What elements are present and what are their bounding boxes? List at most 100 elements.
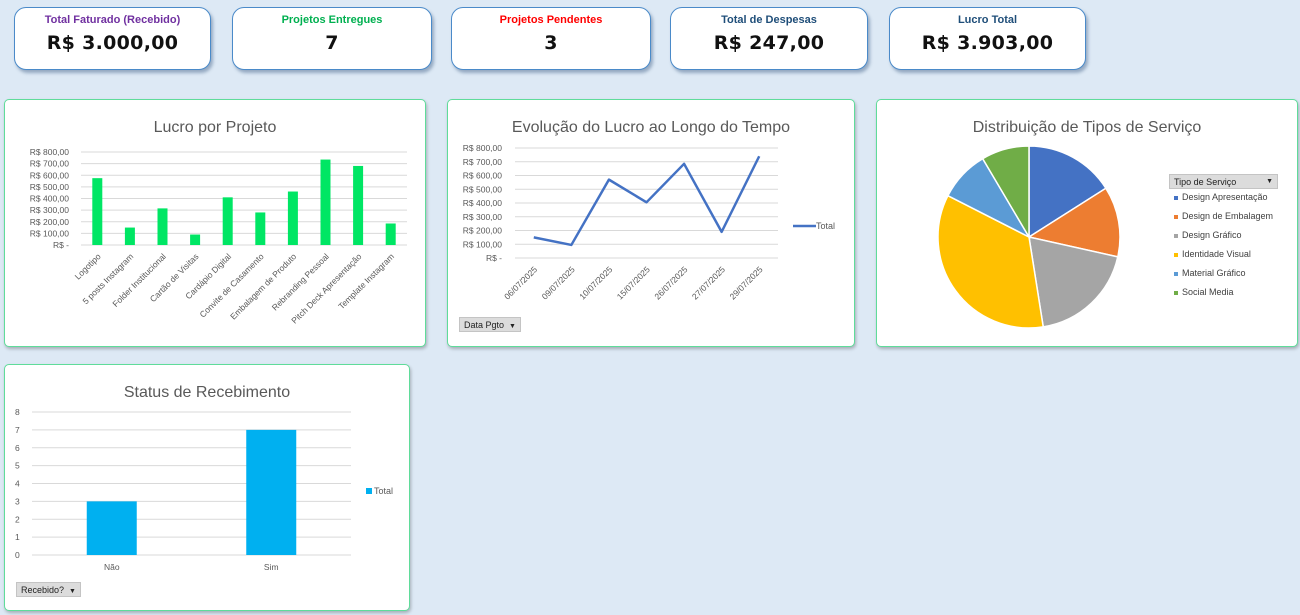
y-tick-label: R$ 400,00 (463, 198, 502, 208)
y-tick-label: R$ 800,00 (463, 143, 502, 153)
bar (320, 159, 331, 245)
bar (385, 223, 396, 245)
bar (222, 197, 233, 245)
kpi-label: Lucro Total (957, 14, 1018, 26)
pie-slice (981, 145, 1030, 240)
chart-title: Status de Recebimento (123, 384, 291, 401)
y-tick-label: R$ 600,00 (30, 170, 69, 180)
line-chart-plot: R$ - R$ 100,00 R$ 200,00 R$ 300,00 R$ 400,00… (463, 143, 835, 301)
bar (246, 429, 297, 555)
data-pgto-filter-button[interactable]: Data Pgto ▼ (459, 317, 521, 332)
bar (124, 227, 135, 245)
dropdown-arrow-icon: ▼ (1266, 178, 1273, 185)
legend-swatch (1174, 195, 1178, 200)
y-tick-label: R$ 500,00 (463, 184, 502, 194)
chart-status-recebimento[interactable]: Status de Recebimento 0 1 2 3 4 5 6 7 8 Não Sim Tot… (4, 364, 410, 611)
kpi-label: Projetos Entregues (281, 14, 383, 26)
kpi-total-despesas: Total de Despesas R$ 247,00 (670, 7, 868, 70)
bar (92, 178, 103, 245)
y-tick-label: R$ 500,00 (30, 182, 69, 192)
legend-label: Design Apresentação (1182, 192, 1268, 202)
pie-slice (1028, 236, 1119, 328)
legend-swatch (1174, 290, 1178, 295)
chart-title: Distribuição de Tipos de Serviço (972, 119, 1202, 136)
legend-label: Material Gráfico (1182, 268, 1246, 278)
kpi-value: 7 (325, 32, 339, 54)
kpi-label: Projetos Pendentes (499, 14, 603, 26)
y-tick-label: R$ 700,00 (30, 159, 69, 169)
status-bar-plot: 0 1 2 3 4 5 6 7 8 Não Sim Total (15, 407, 393, 572)
x-tick-label: Convite de Casamento (198, 251, 266, 319)
x-tick-label: 27/07/2025 (690, 264, 727, 301)
y-tick-label: R$ 100,00 (463, 239, 502, 249)
x-tick-label: Não (104, 562, 120, 572)
pie-slice (1028, 145, 1107, 239)
pie-chart-plot (937, 145, 1121, 329)
legend-item: Design de Embalagem (1174, 211, 1273, 221)
line-series (533, 155, 761, 247)
y-tick-label: 5 (15, 461, 20, 471)
chart-title: Evolução do Lucro ao Longo do Tempo (511, 119, 791, 136)
y-tick-label: 8 (15, 407, 20, 417)
bar (255, 212, 266, 245)
y-tick-label: R$ - (53, 240, 69, 250)
y-tick-label: 7 (15, 425, 20, 435)
y-tick-label: 6 (15, 443, 20, 453)
kpi-total-faturado: Total Faturado (Recebido) R$ 3.000,00 (14, 7, 211, 70)
legend-label: Total (816, 221, 835, 231)
y-tick-label: 2 (15, 514, 20, 524)
legend-label: Design Gráfico (1182, 230, 1242, 240)
filter-label: Tipo de Serviço (1174, 177, 1237, 187)
tipo-servico-filter-button[interactable]: Tipo de Serviço ▼ (1169, 174, 1278, 189)
kpi-value: R$ 3.000,00 (46, 32, 179, 54)
x-tick-label: 15/07/2025 (615, 264, 652, 301)
y-tick-label: 1 (15, 532, 20, 542)
kpi-value: R$ 3.903,00 (921, 32, 1054, 54)
y-tick-label: 3 (15, 496, 20, 506)
legend-item: Material Gráfico (1174, 268, 1246, 278)
y-tick-label: 0 (15, 550, 20, 560)
bar-chart-plot: R$ - R$ 100,00R$ 200,00 R$ 300,00R$ 400,00… (30, 147, 407, 326)
dropdown-arrow-icon: ▼ (509, 323, 516, 330)
y-tick-label: R$ - (486, 253, 502, 263)
chart-evolucao-lucro[interactable]: Evolução do Lucro ao Longo do Tempo R$ -… (447, 99, 855, 347)
y-tick-label: R$ 200,00 (463, 226, 502, 236)
chart-distribuicao-servicos[interactable]: Distribuição de Tipos de Serviço Tipo de… (876, 99, 1298, 347)
kpi-label: Total de Despesas (721, 14, 817, 26)
y-tick-label: R$ 300,00 (30, 205, 69, 215)
kpi-projetos-pendentes: Projetos Pendentes 3 (451, 7, 651, 70)
chart-title: Lucro por Projeto (153, 119, 277, 136)
legend-swatch (1174, 233, 1178, 238)
y-tick-label: R$ 700,00 (463, 157, 502, 167)
x-tick-label: 06/07/2025 (502, 264, 539, 301)
x-tick-label: 26/07/2025 (652, 264, 689, 301)
dropdown-arrow-icon: ▼ (69, 588, 76, 595)
x-tick-label: Sim (264, 562, 279, 572)
legend-item: Design Apresentação (1174, 192, 1268, 202)
legend-item: Identidade Visual (1174, 249, 1251, 259)
x-tick-label: 29/07/2025 (727, 264, 764, 301)
y-tick-label: R$ 800,00 (30, 147, 69, 157)
bar (86, 501, 137, 555)
kpi-value: R$ 247,00 (713, 32, 825, 54)
x-tick-label: Template Instagram (336, 251, 396, 311)
x-tick-label: 10/07/2025 (577, 264, 614, 301)
kpi-value: 3 (544, 32, 558, 54)
bar (157, 208, 168, 245)
chart-lucro-por-projeto[interactable]: Lucro por Projeto R$ - R$ 100,00 R$ 200,00… (4, 99, 426, 347)
x-tick-label: Rebranding Pessoal (270, 251, 331, 312)
legend-item: Design Gráfico (1174, 230, 1242, 240)
legend-label: Design de Embalagem (1182, 211, 1274, 221)
recebido-filter-button[interactable]: Recebido? ▼ (16, 582, 81, 597)
y-tick-label: R$ 400,00 (30, 194, 69, 204)
y-tick-label: 4 (15, 479, 20, 489)
legend-label: Social Media (1182, 287, 1234, 297)
legend-label: Total (374, 486, 393, 496)
bar (287, 191, 298, 245)
legend-swatch (1174, 252, 1178, 257)
y-tick-label: R$ 300,00 (463, 212, 502, 222)
legend-swatch (1174, 271, 1178, 276)
legend-swatch (1174, 214, 1178, 219)
kpi-lucro-total: Lucro Total R$ 3.903,00 (889, 7, 1086, 70)
legend-label: Identidade Visual (1182, 249, 1251, 259)
